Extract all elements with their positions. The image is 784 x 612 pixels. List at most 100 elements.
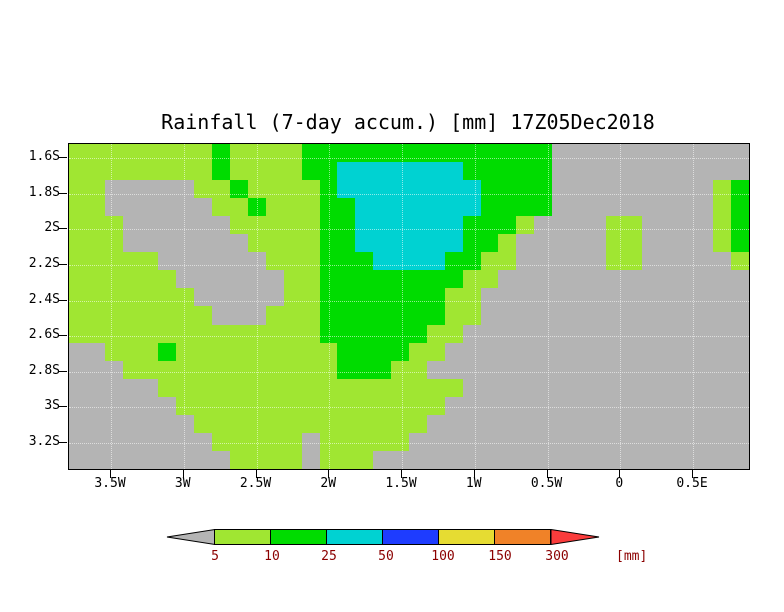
grid-cell	[86, 432, 105, 451]
grid-cell	[355, 144, 374, 163]
grid-cell	[194, 252, 213, 271]
grid-cell	[587, 342, 606, 361]
grid-cell	[731, 288, 749, 307]
grid-cell	[283, 216, 302, 235]
grid-cell	[265, 234, 284, 253]
grid-cell	[265, 216, 284, 235]
grid-cell	[86, 180, 105, 199]
grid-cell	[337, 342, 356, 361]
grid-cell	[552, 450, 571, 469]
grid-cell	[409, 450, 427, 469]
grid-cell	[605, 144, 624, 163]
grid-cell	[641, 162, 660, 181]
grid-cell	[498, 162, 517, 181]
grid-cell	[337, 180, 356, 199]
grid-cell	[194, 198, 213, 217]
grid-cell	[301, 216, 320, 235]
grid-cell	[301, 180, 320, 199]
grid-cell	[247, 414, 266, 433]
grid-cell	[158, 180, 177, 199]
grid-cell	[265, 270, 284, 289]
grid-cell	[247, 162, 266, 181]
grid-cell	[409, 234, 427, 253]
chart-title: Rainfall (7-day accum.) [mm] 17Z05Dec201…	[161, 110, 655, 134]
grid-cell	[373, 288, 392, 307]
grid-cell	[677, 342, 696, 361]
grid-cell	[516, 144, 535, 163]
grid-cell	[605, 270, 624, 289]
grid-cell	[731, 324, 749, 343]
colorbar-segment	[326, 529, 383, 545]
grid-cell	[391, 270, 409, 289]
grid-cell	[69, 378, 87, 397]
grid-cell	[301, 414, 320, 433]
grid-cell	[409, 432, 427, 451]
grid-cell	[623, 252, 642, 271]
grid-cell	[552, 198, 571, 217]
grid-cell	[176, 270, 195, 289]
grid-cell	[480, 216, 499, 235]
grid-cell	[122, 198, 141, 217]
grid-cell	[176, 288, 195, 307]
grid-cell	[409, 396, 427, 415]
grid-cell	[462, 144, 481, 163]
grid-cell	[104, 414, 123, 433]
grid-cell	[391, 144, 409, 163]
grid-cell	[140, 324, 159, 343]
grid-cell	[230, 432, 248, 451]
grid-cell	[247, 180, 266, 199]
colorbar-label: 25	[321, 549, 337, 564]
grid-cell	[516, 450, 535, 469]
grid-cell	[641, 432, 660, 451]
grid-cell	[695, 270, 714, 289]
grid-cell	[498, 216, 517, 235]
grid-cell	[570, 144, 588, 163]
grid-cell	[104, 432, 123, 451]
grid-cell	[140, 198, 159, 217]
grid-cell	[337, 360, 356, 379]
grid-cell	[713, 378, 732, 397]
grid-cell	[552, 288, 571, 307]
grid-cell	[462, 198, 481, 217]
y-axis-tick	[59, 157, 67, 158]
grid-cell	[355, 396, 374, 415]
grid-cell	[605, 234, 624, 253]
grid-cell	[587, 450, 606, 469]
grid-cell	[659, 144, 678, 163]
grid-cell	[230, 234, 248, 253]
grid-cell	[677, 270, 696, 289]
grid-cell	[104, 270, 123, 289]
y-axis-label: 2.8S	[28, 362, 60, 378]
grid-cell	[194, 270, 213, 289]
grid-cell	[552, 216, 571, 235]
grid-cell	[158, 450, 177, 469]
colorbar-label: 150	[488, 549, 512, 564]
grid-cell	[534, 342, 553, 361]
y-axis-tick	[59, 335, 67, 337]
grid-cell	[534, 216, 553, 235]
grid-cell	[176, 180, 195, 199]
grid-cell	[570, 216, 588, 235]
grid-cell	[373, 306, 392, 325]
grid-cell	[444, 414, 463, 433]
grid-cell	[641, 414, 660, 433]
grid-cell	[641, 378, 660, 397]
grid-cell	[695, 342, 714, 361]
grid-cell	[283, 414, 302, 433]
y-axis-label: 2.4S	[28, 291, 60, 307]
grid-cell	[212, 360, 231, 379]
grid-cell	[265, 252, 284, 271]
grid-cell	[498, 324, 517, 343]
grid-cell	[534, 450, 553, 469]
grid-cell	[462, 378, 481, 397]
grid-cell	[516, 324, 535, 343]
grid-cell	[373, 252, 392, 271]
grid-cell	[373, 432, 392, 451]
grid-cell	[659, 216, 678, 235]
grid-cell	[301, 342, 320, 361]
grid-cell	[122, 396, 141, 415]
grid-cell	[659, 396, 678, 415]
grid-cell	[587, 234, 606, 253]
grid-cell	[480, 450, 499, 469]
grid-cell	[104, 252, 123, 271]
